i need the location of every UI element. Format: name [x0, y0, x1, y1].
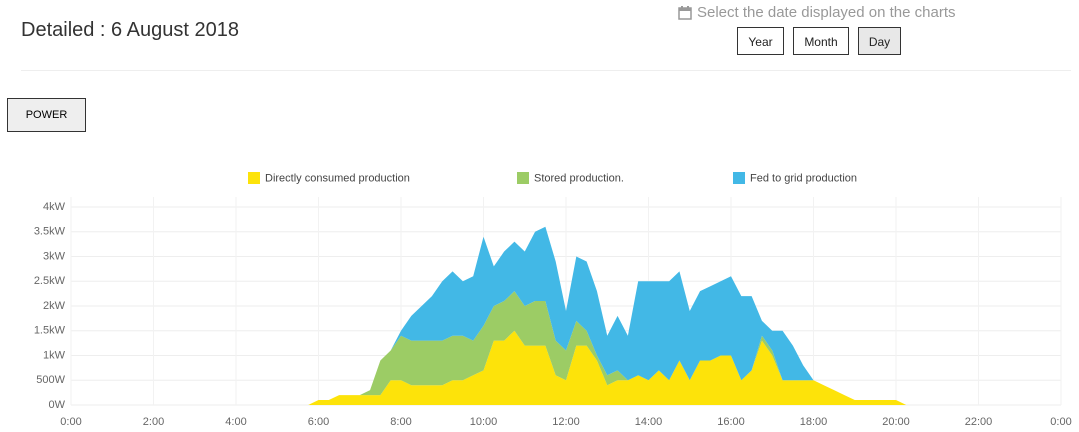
- legend-label: Fed to grid production: [750, 172, 857, 184]
- x-tick-label: 0:00: [1050, 416, 1071, 428]
- x-tick-label: 12:00: [552, 416, 580, 428]
- legend-swatch: [517, 172, 529, 184]
- x-tick-label: 16:00: [717, 416, 745, 428]
- page-title: Detailed : 6 August 2018: [21, 19, 239, 41]
- prompt-text: Select the date displayed on the charts: [697, 4, 956, 21]
- y-tick-label: 2.5kW: [34, 275, 66, 287]
- y-tick-label: 2kW: [43, 300, 66, 312]
- x-tick-label: 0:00: [60, 416, 81, 428]
- x-tick-label: 4:00: [225, 416, 246, 428]
- x-tick-label: 8:00: [390, 416, 411, 428]
- y-tick-label: 0W: [49, 399, 66, 411]
- calendar-icon: [678, 6, 692, 20]
- x-tick-label: 14:00: [635, 416, 663, 428]
- x-tick-label: 18:00: [800, 416, 828, 428]
- year-button[interactable]: Year: [737, 27, 784, 55]
- y-tick-label: 3.5kW: [34, 226, 66, 238]
- y-tick-label: 3kW: [43, 250, 66, 262]
- divider: [21, 70, 1071, 71]
- legend-swatch: [248, 172, 260, 184]
- y-tick-label: 1kW: [43, 349, 66, 361]
- x-tick-label: 6:00: [308, 416, 329, 428]
- day-button[interactable]: Day: [858, 27, 901, 55]
- area: [308, 226, 907, 405]
- area: [308, 330, 907, 405]
- chart: 0W 500W 1kW 1.5kW 2kW 2.5kW 3kW 3.5kW 4kW 0:00 2:0…: [34, 172, 1072, 428]
- legend-label: Directly consumed production: [265, 172, 410, 184]
- date-prompt: Select the date displayed on the charts: [678, 4, 956, 21]
- x-tick-label: 2:00: [143, 416, 164, 428]
- month-button[interactable]: Month: [793, 27, 849, 55]
- x-tick-label: 22:00: [965, 416, 993, 428]
- x-tick-label: 10:00: [470, 416, 498, 428]
- legend-label: Stored production.: [534, 172, 624, 184]
- y-tick-label: 4kW: [43, 201, 66, 213]
- x-tick-label: 20:00: [882, 416, 910, 428]
- legend-swatch: [733, 172, 745, 184]
- y-tick-label: 500W: [36, 374, 65, 386]
- y-tick-label: 1.5kW: [34, 325, 66, 337]
- power-tab[interactable]: POWER: [7, 98, 86, 132]
- area: [308, 291, 907, 405]
